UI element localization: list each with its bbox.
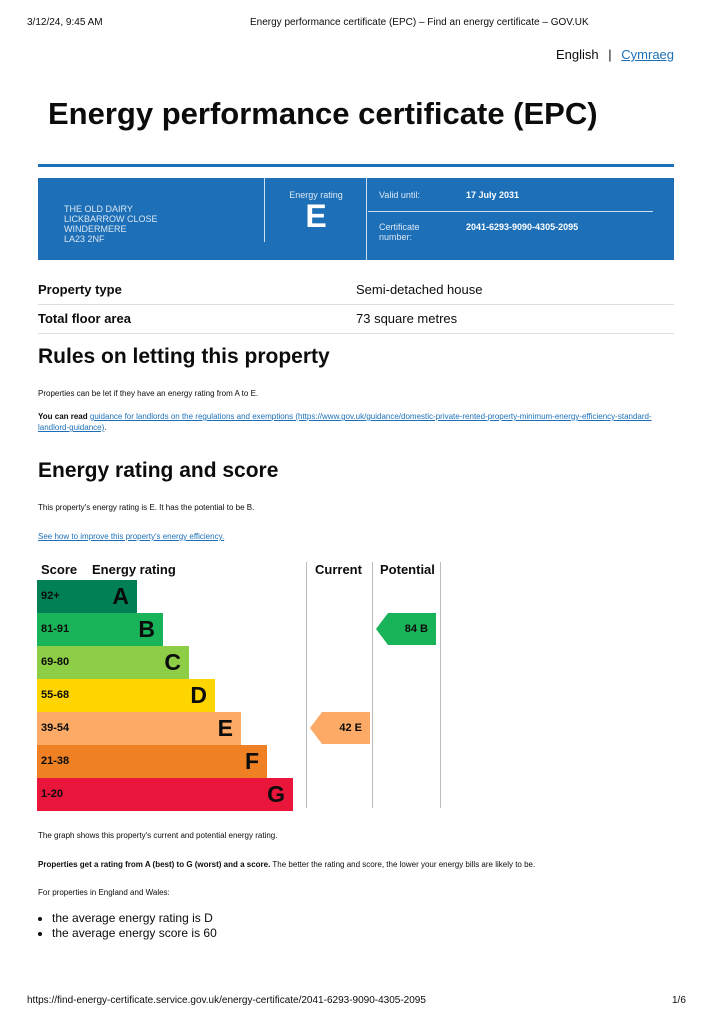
guidance-suffix: . bbox=[104, 423, 107, 432]
language-switcher: English | Cymraeg bbox=[556, 47, 674, 62]
certificate-number-value: 2041-6293-9090-4305-2095 bbox=[466, 222, 579, 232]
header-energy-rating: Energy rating bbox=[92, 562, 176, 577]
energy-rating-value: E bbox=[305, 198, 327, 234]
header-score: Score bbox=[41, 562, 78, 577]
column-divider bbox=[372, 562, 373, 808]
letting-text: Properties can be let if they have an en… bbox=[38, 389, 259, 398]
band-bar-e: E bbox=[83, 712, 241, 745]
print-datetime: 3/12/24, 9:45 AM bbox=[27, 17, 103, 28]
band-range: 21-38 bbox=[37, 745, 83, 778]
floor-area-value: 73 square metres bbox=[356, 311, 458, 326]
address-line: WINDERMERE bbox=[64, 224, 127, 234]
property-type-value: Semi-detached house bbox=[356, 282, 483, 297]
column-divider bbox=[306, 562, 307, 808]
improve-efficiency-link[interactable]: See how to improve this property's energ… bbox=[38, 532, 225, 541]
print-page-title: Energy performance certificate (EPC) – F… bbox=[250, 17, 589, 28]
letting-guidance: You can read guidance for landlords on t… bbox=[38, 411, 658, 433]
address-line: LA23 2NF bbox=[64, 234, 105, 244]
divider bbox=[366, 178, 367, 260]
band-bar-c: C bbox=[83, 646, 189, 679]
language-english: English bbox=[556, 47, 599, 62]
rating-text: This property's energy rating is E. It h… bbox=[38, 503, 255, 512]
page-title: Energy performance certificate (EPC) bbox=[48, 96, 598, 131]
print-page-number: 1/6 bbox=[672, 995, 686, 1006]
band-range: 55-68 bbox=[37, 679, 83, 712]
language-welsh-link[interactable]: Cymraeg bbox=[621, 47, 675, 62]
energy-rating-label: Energy rating bbox=[289, 190, 343, 200]
guidance-link[interactable]: guidance for landlords on the regulation… bbox=[38, 412, 652, 432]
band-range: 1-20 bbox=[37, 778, 83, 811]
title-divider bbox=[38, 164, 674, 167]
band-bar-f: F bbox=[83, 745, 267, 778]
valid-until-label: Valid until: bbox=[379, 190, 420, 200]
print-url: https://find-energy-certificate.service.… bbox=[27, 995, 426, 1006]
graph-caption: The graph shows this property's current … bbox=[38, 831, 278, 840]
rating-explanation-bold: Properties get a rating from A (best) to… bbox=[38, 860, 271, 869]
average-rating-item: the average energy rating is D bbox=[52, 911, 217, 926]
band-range: 81-91 bbox=[37, 613, 83, 646]
certificate-number-label: Certificate number: bbox=[379, 222, 420, 242]
letting-heading: Rules on letting this property bbox=[38, 345, 330, 368]
rating-explanation: Properties get a rating from A (best) to… bbox=[38, 859, 658, 870]
address-line: THE OLD DAIRY bbox=[64, 204, 133, 214]
band-range: 39-54 bbox=[37, 712, 83, 745]
header-current: Current bbox=[315, 562, 362, 577]
address-line: LICKBARROW CLOSE bbox=[64, 214, 158, 224]
guidance-prefix: You can read bbox=[38, 412, 90, 421]
header-potential: Potential bbox=[380, 562, 435, 577]
property-type-row: Property type Semi-detached house bbox=[38, 276, 674, 305]
rating-explanation-rest: The better the rating and score, the low… bbox=[270, 860, 536, 869]
current-rating-arrow: 42 E bbox=[310, 712, 370, 744]
band-bar-g: G bbox=[83, 778, 293, 811]
column-divider bbox=[440, 562, 441, 808]
band-bar-a: A bbox=[83, 580, 137, 613]
rating-heading: Energy rating and score bbox=[38, 459, 279, 482]
floor-area-label: Total floor area bbox=[38, 311, 131, 326]
divider bbox=[368, 211, 653, 212]
potential-rating-arrow: 84 B bbox=[376, 613, 436, 645]
band-bar-d: D bbox=[83, 679, 215, 712]
floor-area-row: Total floor area 73 square metres bbox=[38, 305, 674, 334]
band-range: 69-80 bbox=[37, 646, 83, 679]
averages-list: the average energy rating is D the avera… bbox=[32, 911, 217, 941]
england-wales-text: For properties in England and Wales: bbox=[38, 888, 170, 897]
energy-rating-chart: Score Energy rating Current Potential 92… bbox=[37, 562, 441, 811]
language-separator: | bbox=[608, 47, 612, 62]
valid-until-value: 17 July 2031 bbox=[466, 190, 520, 200]
band-bar-b: B bbox=[83, 613, 163, 646]
summary-box: THE OLD DAIRY LICKBARROW CLOSE WINDERMER… bbox=[38, 178, 674, 260]
address: THE OLD DAIRY LICKBARROW CLOSE WINDERMER… bbox=[64, 204, 158, 244]
property-type-label: Property type bbox=[38, 282, 122, 297]
average-score-item: the average energy score is 60 bbox=[52, 926, 217, 941]
band-range: 92+ bbox=[37, 580, 83, 613]
divider bbox=[264, 178, 265, 242]
